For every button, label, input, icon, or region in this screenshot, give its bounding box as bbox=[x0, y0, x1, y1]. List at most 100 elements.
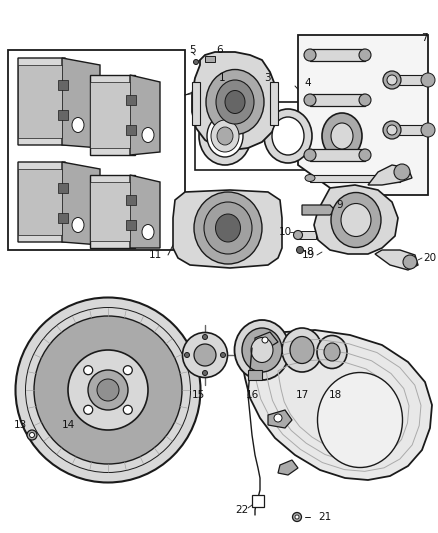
Text: 20: 20 bbox=[424, 253, 437, 263]
Polygon shape bbox=[392, 75, 428, 85]
Polygon shape bbox=[58, 213, 68, 223]
Ellipse shape bbox=[217, 127, 233, 145]
Polygon shape bbox=[192, 82, 200, 125]
Ellipse shape bbox=[297, 246, 304, 254]
Polygon shape bbox=[62, 58, 100, 148]
Polygon shape bbox=[18, 65, 62, 138]
Polygon shape bbox=[62, 162, 100, 245]
Ellipse shape bbox=[359, 94, 371, 106]
Polygon shape bbox=[18, 162, 80, 242]
Ellipse shape bbox=[34, 316, 182, 464]
Polygon shape bbox=[278, 460, 298, 475]
Ellipse shape bbox=[124, 366, 132, 375]
Ellipse shape bbox=[142, 224, 154, 239]
Text: 4: 4 bbox=[305, 78, 311, 88]
Polygon shape bbox=[58, 80, 68, 90]
Text: 13: 13 bbox=[14, 420, 27, 430]
Text: 5: 5 bbox=[189, 45, 195, 55]
Polygon shape bbox=[130, 175, 160, 248]
Text: 16: 16 bbox=[245, 390, 258, 400]
Ellipse shape bbox=[394, 164, 410, 180]
Ellipse shape bbox=[142, 127, 154, 142]
Polygon shape bbox=[310, 94, 365, 106]
Polygon shape bbox=[240, 330, 432, 480]
Polygon shape bbox=[126, 125, 136, 135]
Ellipse shape bbox=[274, 414, 282, 422]
Ellipse shape bbox=[359, 49, 371, 61]
Ellipse shape bbox=[15, 297, 201, 482]
Ellipse shape bbox=[293, 513, 301, 521]
Polygon shape bbox=[205, 56, 215, 62]
Polygon shape bbox=[173, 190, 282, 268]
Polygon shape bbox=[192, 52, 278, 150]
Polygon shape bbox=[130, 75, 160, 155]
Text: 19: 19 bbox=[301, 250, 314, 260]
Text: 8: 8 bbox=[307, 247, 313, 257]
Polygon shape bbox=[270, 82, 278, 125]
Ellipse shape bbox=[215, 214, 240, 242]
Text: 3: 3 bbox=[264, 73, 270, 83]
Ellipse shape bbox=[207, 115, 243, 157]
Ellipse shape bbox=[331, 192, 381, 247]
Text: 18: 18 bbox=[328, 390, 342, 400]
Ellipse shape bbox=[403, 255, 417, 269]
Ellipse shape bbox=[317, 335, 347, 368]
Polygon shape bbox=[252, 495, 264, 507]
Ellipse shape bbox=[264, 109, 312, 163]
Polygon shape bbox=[248, 370, 262, 380]
Ellipse shape bbox=[202, 370, 208, 376]
Polygon shape bbox=[126, 220, 136, 230]
Ellipse shape bbox=[341, 204, 371, 237]
Polygon shape bbox=[375, 250, 418, 270]
Text: 14: 14 bbox=[61, 420, 74, 430]
Ellipse shape bbox=[204, 202, 252, 254]
Polygon shape bbox=[314, 185, 398, 254]
Ellipse shape bbox=[211, 120, 239, 152]
Ellipse shape bbox=[27, 430, 37, 440]
Ellipse shape bbox=[251, 337, 273, 362]
Ellipse shape bbox=[242, 328, 282, 372]
Ellipse shape bbox=[72, 117, 84, 133]
Text: 1: 1 bbox=[219, 73, 225, 83]
Polygon shape bbox=[368, 165, 412, 185]
Ellipse shape bbox=[304, 149, 316, 161]
Ellipse shape bbox=[29, 432, 35, 438]
Ellipse shape bbox=[305, 174, 315, 182]
Ellipse shape bbox=[216, 80, 254, 124]
Ellipse shape bbox=[359, 149, 371, 161]
Ellipse shape bbox=[97, 379, 119, 401]
Ellipse shape bbox=[383, 121, 401, 139]
Polygon shape bbox=[90, 75, 135, 155]
Ellipse shape bbox=[387, 75, 397, 85]
Polygon shape bbox=[126, 195, 136, 205]
Text: 7: 7 bbox=[420, 33, 427, 43]
Polygon shape bbox=[310, 49, 365, 61]
Ellipse shape bbox=[194, 192, 262, 264]
Ellipse shape bbox=[262, 337, 268, 343]
Ellipse shape bbox=[206, 69, 264, 134]
Polygon shape bbox=[90, 182, 130, 241]
Ellipse shape bbox=[324, 343, 340, 361]
Polygon shape bbox=[302, 205, 335, 215]
Ellipse shape bbox=[199, 107, 251, 165]
Polygon shape bbox=[392, 125, 428, 135]
Polygon shape bbox=[90, 175, 135, 248]
Ellipse shape bbox=[184, 352, 190, 358]
Text: 10: 10 bbox=[279, 227, 292, 237]
Ellipse shape bbox=[68, 350, 148, 430]
Polygon shape bbox=[18, 169, 62, 235]
Polygon shape bbox=[90, 82, 130, 148]
Ellipse shape bbox=[387, 125, 397, 135]
Ellipse shape bbox=[194, 344, 216, 366]
Ellipse shape bbox=[304, 49, 316, 61]
Ellipse shape bbox=[295, 515, 299, 519]
Ellipse shape bbox=[84, 366, 93, 375]
Ellipse shape bbox=[290, 336, 314, 364]
Ellipse shape bbox=[220, 352, 226, 358]
Ellipse shape bbox=[72, 217, 84, 232]
Ellipse shape bbox=[84, 405, 93, 414]
Polygon shape bbox=[310, 175, 400, 182]
Ellipse shape bbox=[421, 73, 435, 87]
Text: 11: 11 bbox=[148, 250, 162, 260]
Text: 15: 15 bbox=[191, 390, 205, 400]
